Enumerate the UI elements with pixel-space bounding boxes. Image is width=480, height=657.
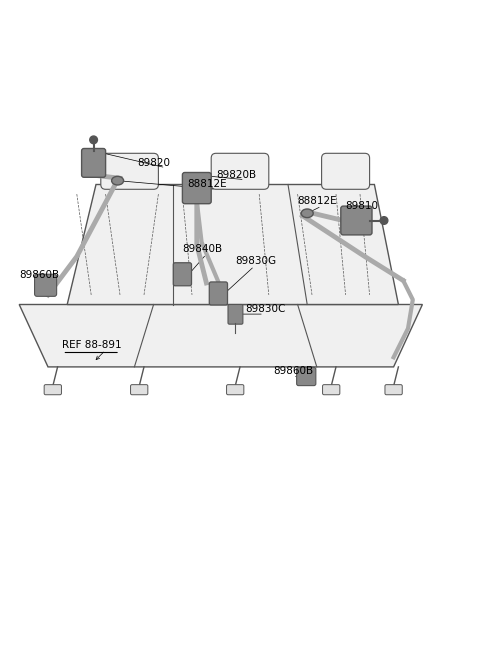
FancyBboxPatch shape: [101, 153, 158, 189]
Polygon shape: [19, 304, 422, 367]
FancyBboxPatch shape: [182, 173, 211, 204]
Text: 89820: 89820: [137, 158, 170, 168]
FancyBboxPatch shape: [227, 384, 244, 395]
Polygon shape: [67, 185, 398, 304]
FancyBboxPatch shape: [341, 206, 372, 235]
FancyBboxPatch shape: [211, 153, 269, 189]
FancyBboxPatch shape: [131, 384, 148, 395]
Text: 88812E: 88812E: [187, 179, 227, 189]
Text: 89860B: 89860B: [19, 271, 60, 281]
FancyBboxPatch shape: [385, 384, 402, 395]
FancyBboxPatch shape: [173, 263, 192, 286]
Circle shape: [380, 217, 388, 224]
Ellipse shape: [301, 209, 313, 217]
FancyBboxPatch shape: [82, 148, 106, 177]
Circle shape: [90, 136, 97, 144]
FancyBboxPatch shape: [35, 274, 57, 296]
FancyBboxPatch shape: [323, 384, 340, 395]
Text: 89840B: 89840B: [182, 244, 223, 254]
Text: 88812E: 88812E: [298, 196, 337, 206]
FancyBboxPatch shape: [228, 304, 243, 324]
Text: 89830C: 89830C: [245, 304, 285, 314]
FancyBboxPatch shape: [322, 153, 370, 189]
Ellipse shape: [111, 176, 124, 185]
Text: 89810: 89810: [346, 201, 379, 211]
Text: REF 88-891: REF 88-891: [62, 340, 122, 350]
FancyBboxPatch shape: [297, 367, 316, 386]
Text: 89860B: 89860B: [274, 367, 314, 376]
FancyBboxPatch shape: [209, 282, 228, 305]
Text: 89830G: 89830G: [235, 256, 276, 266]
Text: 89820B: 89820B: [216, 170, 256, 180]
FancyBboxPatch shape: [44, 384, 61, 395]
